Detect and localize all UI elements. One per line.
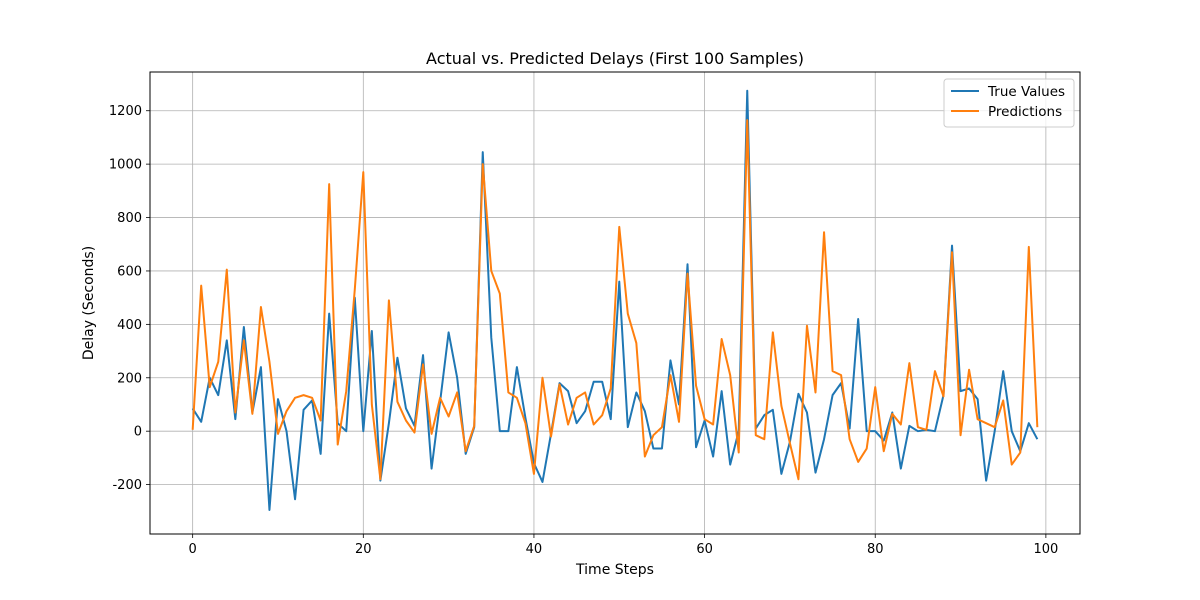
x-tick-label: 100 — [1033, 542, 1058, 557]
y-tick-label: 1200 — [109, 104, 142, 119]
y-tick-label: 0 — [134, 425, 142, 440]
x-tick-label: 0 — [189, 542, 197, 557]
series-lines — [191, 89, 1039, 511]
y-tick-label: -200 — [112, 478, 142, 493]
plot-area-frame — [149, 71, 1081, 535]
legend-label-true-values: True Values — [987, 84, 1065, 100]
x-axis-ticks: 0 20 40 60 80 100 — [189, 534, 1058, 557]
legend-label-predictions: Predictions — [988, 104, 1062, 120]
chart-title: Actual vs. Predicted Delays (First 100 S… — [426, 49, 804, 68]
y-tick-label: 1000 — [109, 158, 142, 173]
series-line-true-values — [191, 89, 1039, 511]
y-tick-label: 200 — [117, 371, 142, 386]
x-tick-label: 40 — [526, 542, 543, 557]
series-line-predictions — [191, 119, 1039, 481]
y-tick-label: 400 — [117, 318, 142, 333]
legend: True Values Predictions — [943, 78, 1075, 128]
y-axis-label: Delay (Seconds) — [81, 246, 97, 360]
y-tick-label: 800 — [117, 211, 142, 226]
y-tick-label: 600 — [117, 264, 142, 279]
y-axis-ticks: -200 0 200 400 600 800 1000 1200 — [109, 104, 150, 493]
x-tick-label: 20 — [355, 542, 372, 557]
x-tick-label: 60 — [696, 542, 713, 557]
x-tick-label: 80 — [867, 542, 884, 557]
x-axis-label: Time Steps — [575, 562, 654, 578]
